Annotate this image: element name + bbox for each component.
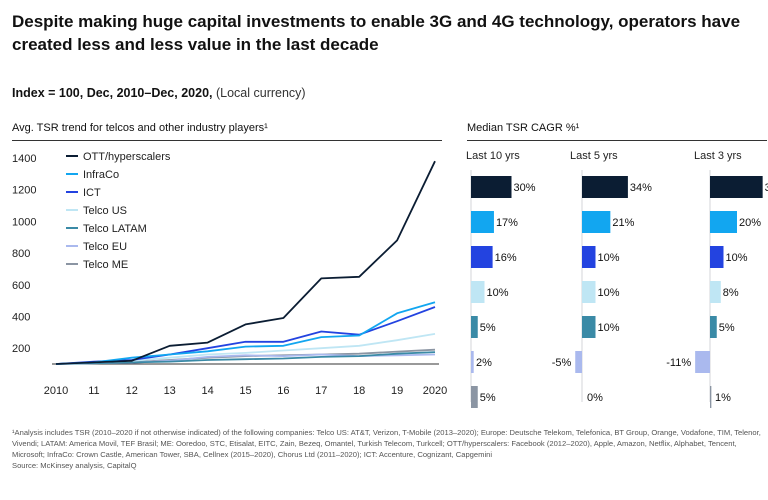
bar xyxy=(710,386,712,408)
bar xyxy=(471,351,474,373)
series-line xyxy=(55,160,436,365)
x-tick-label: 2010 xyxy=(44,385,68,397)
bar-value-label: 10% xyxy=(598,322,620,334)
bar xyxy=(582,176,628,198)
bar-value-label: 16% xyxy=(495,252,517,264)
bar-value-label: 39 xyxy=(765,182,768,194)
legend-label: OTT/hyperscalers xyxy=(83,151,171,163)
bar-value-label: 10% xyxy=(726,252,748,264)
bar-value-label: 0% xyxy=(587,392,603,404)
x-tick-label: 16 xyxy=(277,385,289,397)
x-tick-label: 19 xyxy=(391,385,403,397)
page-title: Despite making huge capital investments … xyxy=(12,12,741,54)
bar xyxy=(582,281,596,303)
bar xyxy=(695,351,710,373)
x-tick-label: 13 xyxy=(164,385,176,397)
bar xyxy=(471,211,494,233)
bar xyxy=(471,176,512,198)
subtitle-index: Index = 100, Dec, 2010–Dec, 2020, xyxy=(12,86,213,100)
bar-value-label: 2% xyxy=(476,357,492,369)
series-line xyxy=(55,351,436,365)
bar-chart: Last 10 yrs 30% 17% 16% 10% 5% 2% 5% Last 5 yrs 3… xyxy=(466,150,768,408)
bar-column-header: Last 3 yrs xyxy=(694,150,742,162)
bar xyxy=(582,211,611,233)
bar xyxy=(710,176,763,198)
x-tick-label: 14 xyxy=(201,385,213,397)
line-panel-rule xyxy=(12,140,442,141)
line-panel-title: Avg. TSR trend for telcos and other indu… xyxy=(12,122,268,134)
legend-label: Telco EU xyxy=(83,241,127,253)
bar-value-label: 10% xyxy=(487,287,509,299)
x-tick-label: 11 xyxy=(88,385,99,397)
bar-value-label: 20% xyxy=(739,217,761,229)
bar xyxy=(471,246,493,268)
legend-label: Telco US xyxy=(83,205,127,217)
bar-value-label: 5% xyxy=(480,322,496,334)
footnote: ¹Analysis includes TSR (2010–2020 if not… xyxy=(12,427,764,471)
x-tick-label: 17 xyxy=(315,385,327,397)
bar-value-label: 10% xyxy=(598,252,620,264)
bar-value-label: 1% xyxy=(715,392,731,404)
bar-value-label: 5% xyxy=(480,392,496,404)
bar-value-label: -5% xyxy=(552,357,572,369)
bar-value-label: 34% xyxy=(630,182,652,194)
legend-label: ICT xyxy=(83,187,101,199)
bar-value-label: 5% xyxy=(719,322,735,334)
chart-subtitle: Index = 100, Dec, 2010–Dec, 2020, (Local… xyxy=(12,86,306,100)
bar-column-header: Last 10 yrs xyxy=(466,150,520,162)
bar xyxy=(710,246,724,268)
bar xyxy=(582,246,596,268)
bar xyxy=(575,351,582,373)
y-tick-label: 1000 xyxy=(12,216,36,228)
y-tick-label: 400 xyxy=(12,311,30,323)
legend-label: Telco ME xyxy=(83,259,128,271)
subtitle-currency: (Local currency) xyxy=(215,86,306,100)
bar-value-label: 21% xyxy=(612,217,634,229)
y-tick-label: 600 xyxy=(12,280,30,292)
bar-value-label: -11% xyxy=(666,357,691,369)
bar xyxy=(710,281,721,303)
x-tick-label: 2020 xyxy=(423,385,447,397)
line-chart: 200 400 600 800 1000 1200 1400 2010 11 12 13 14 15 16… xyxy=(12,151,447,397)
bar-panel-rule xyxy=(467,140,767,141)
y-tick-label: 1200 xyxy=(12,185,36,197)
bar xyxy=(710,211,737,233)
series-line xyxy=(55,301,436,365)
bar xyxy=(710,316,717,338)
x-tick-label: 15 xyxy=(239,385,251,397)
legend-label: InfraCo xyxy=(83,169,119,181)
x-tick-label: 12 xyxy=(126,385,138,397)
legend-label: Telco LATAM xyxy=(83,223,147,235)
bar-column-header: Last 5 yrs xyxy=(570,150,618,162)
footnote-source: Source: McKinsey analysis, CapitalQ xyxy=(12,461,137,470)
bar-value-label: 8% xyxy=(723,287,739,299)
bar-value-label: 17% xyxy=(496,217,518,229)
x-tick-label: 18 xyxy=(353,385,365,397)
bar xyxy=(471,281,485,303)
bar xyxy=(582,316,596,338)
bar-value-label: 30% xyxy=(514,182,536,194)
bar-panel-title: Median TSR CAGR %¹ xyxy=(467,122,580,134)
footnote-companies: ¹Analysis includes TSR (2010–2020 if not… xyxy=(12,428,761,459)
bar-value-label: 10% xyxy=(598,287,620,299)
y-tick-label: 800 xyxy=(12,248,30,260)
bar xyxy=(471,386,478,408)
y-tick-label: 200 xyxy=(12,343,30,355)
bar xyxy=(471,316,478,338)
y-tick-label: 1400 xyxy=(12,153,36,165)
